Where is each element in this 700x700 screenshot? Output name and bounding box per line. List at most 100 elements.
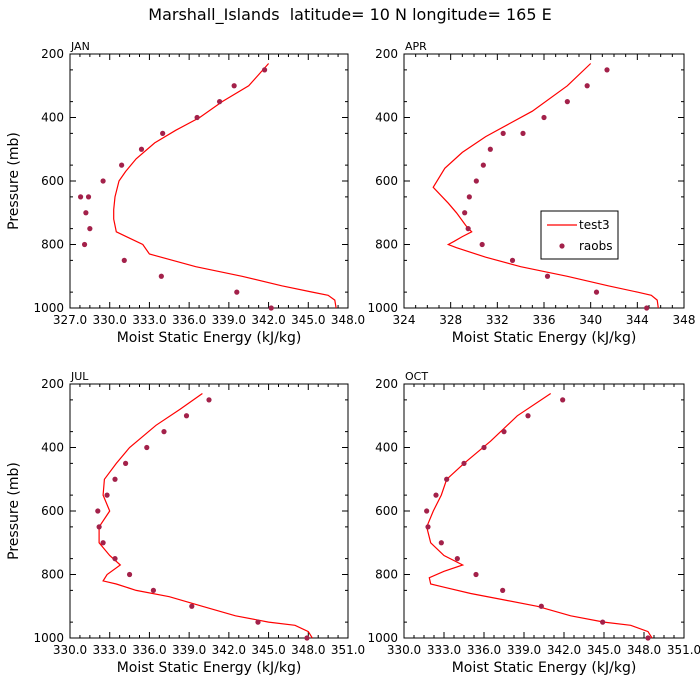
data-point-raobs xyxy=(126,571,133,578)
x-tick-label: 332 xyxy=(486,313,509,327)
x-tick-label: 348.0 xyxy=(331,313,365,327)
x-tick-label: 351.0 xyxy=(667,643,700,657)
y-tick-label: 200 xyxy=(41,47,64,61)
data-point-raobs xyxy=(466,194,472,200)
data-point-raobs xyxy=(81,241,88,248)
x-tick-label: 345.0 xyxy=(251,643,285,657)
data-point-raobs xyxy=(438,540,444,546)
x-tick-label: 330.0 xyxy=(53,643,87,657)
y-tick-label: 400 xyxy=(375,441,398,455)
panel-label: JAN xyxy=(70,40,90,53)
data-point-raobs xyxy=(433,492,439,498)
plot-frame xyxy=(69,383,349,639)
y-tick-label: 1000 xyxy=(33,631,64,645)
data-point-raobs xyxy=(104,492,110,498)
series-line-test3 xyxy=(98,393,313,639)
panel-jan: 327.0 330.0 333.0 336.0 339.0 342.0 345.0 348.0… xyxy=(6,40,365,346)
data-point-raobs xyxy=(473,571,479,578)
y-tick-label: 800 xyxy=(41,238,64,252)
plot-frame xyxy=(403,53,685,309)
data-point-raobs xyxy=(262,67,268,73)
y-axis-label: Pressure (mb) xyxy=(6,462,22,560)
data-point-raobs xyxy=(216,99,223,105)
x-tick-label: 330.0 xyxy=(387,643,421,657)
data-point-raobs xyxy=(194,114,200,121)
data-point-raobs xyxy=(454,556,460,562)
data-point-raobs xyxy=(600,619,606,625)
x-tick-label: 339.0 xyxy=(212,313,246,327)
data-point-raobs xyxy=(544,273,551,279)
data-point-raobs xyxy=(644,305,650,311)
x-tick-label: 348 xyxy=(673,313,696,327)
x-tick-label: 328 xyxy=(439,313,462,327)
panel-label: JUL xyxy=(70,370,89,383)
data-point-raobs xyxy=(268,305,274,311)
y-tick-label: 800 xyxy=(375,568,398,582)
data-point-raobs xyxy=(465,226,471,232)
panel-oct: 330.0 333.0 336.0 339.0 342.0 345.0 348.0 351.0… xyxy=(367,370,700,676)
series-line-test3 xyxy=(432,63,659,309)
data-point-raobs xyxy=(444,476,450,482)
x-tick-label: 342.0 xyxy=(547,643,581,657)
data-point-raobs xyxy=(87,226,93,232)
data-point-raobs xyxy=(500,130,506,136)
y-tick-label: 1000 xyxy=(367,631,398,645)
y-tick-label: 800 xyxy=(41,568,64,582)
plot-frame xyxy=(403,383,685,639)
data-point-raobs xyxy=(112,556,118,562)
data-point-raobs xyxy=(119,162,125,168)
data-point-raobs xyxy=(77,194,84,200)
data-point-raobs xyxy=(161,429,167,435)
x-tick-label: 339.0 xyxy=(507,643,541,657)
data-point-raobs xyxy=(500,587,506,593)
data-point-raobs xyxy=(123,460,129,466)
data-point-raobs xyxy=(160,130,166,136)
data-point-raobs xyxy=(525,413,531,419)
y-tick-label: 400 xyxy=(41,111,64,125)
legend-label: raobs xyxy=(579,239,613,253)
y-tick-label: 1000 xyxy=(33,301,64,315)
x-tick-label: 333.0 xyxy=(132,313,166,327)
data-point-raobs xyxy=(461,460,467,466)
x-tick-label: 351.0 xyxy=(331,643,365,657)
x-tick-label: 339.0 xyxy=(172,643,206,657)
x-tick-label: 333.0 xyxy=(427,643,461,657)
data-point-raobs xyxy=(112,476,118,482)
data-point-raobs xyxy=(150,587,156,593)
panel-apr: 324 328 332 336 340 344 348 200 400 600 800 1000 APR… xyxy=(367,40,695,346)
data-point-raobs xyxy=(462,210,468,216)
x-tick-label: 336.0 xyxy=(172,313,206,327)
y-tick-label: 600 xyxy=(375,174,398,188)
x-axis-label: Moist Static Energy (kJ/kg) xyxy=(117,330,302,346)
y-tick-label: 200 xyxy=(375,47,398,61)
data-point-raobs xyxy=(584,83,590,89)
x-tick-label: 348.0 xyxy=(291,643,325,657)
data-point-raobs xyxy=(487,146,493,152)
data-point-raobs xyxy=(538,603,544,609)
x-tick-label: 336.0 xyxy=(467,643,501,657)
y-tick-label: 600 xyxy=(41,504,64,518)
legend-box xyxy=(540,210,619,260)
data-point-raobs xyxy=(158,273,164,279)
data-point-raobs xyxy=(509,257,516,263)
figure-title: Marshall_Islands latitude= 10 N longitud… xyxy=(148,5,551,25)
x-tick-label: 333.0 xyxy=(93,643,127,657)
x-tick-label: 340 xyxy=(579,313,602,327)
data-point-raobs xyxy=(304,635,310,641)
x-tick-label: 324 xyxy=(393,313,416,327)
data-point-raobs xyxy=(645,635,651,641)
data-point-raobs xyxy=(424,508,430,514)
x-tick-label: 345.0 xyxy=(587,643,621,657)
x-tick-label: 344 xyxy=(626,313,649,327)
x-tick-label: 342.0 xyxy=(251,313,285,327)
y-tick-label: 400 xyxy=(375,111,398,125)
data-point-raobs xyxy=(479,241,485,248)
series-line-test3 xyxy=(426,393,653,639)
x-axis-label: Moist Static Energy (kJ/kg) xyxy=(117,660,302,676)
data-point-raobs xyxy=(604,67,610,73)
data-point-raobs xyxy=(560,397,566,403)
data-point-raobs xyxy=(481,444,487,451)
data-point-raobs xyxy=(480,162,486,168)
y-tick-label: 200 xyxy=(41,377,64,391)
